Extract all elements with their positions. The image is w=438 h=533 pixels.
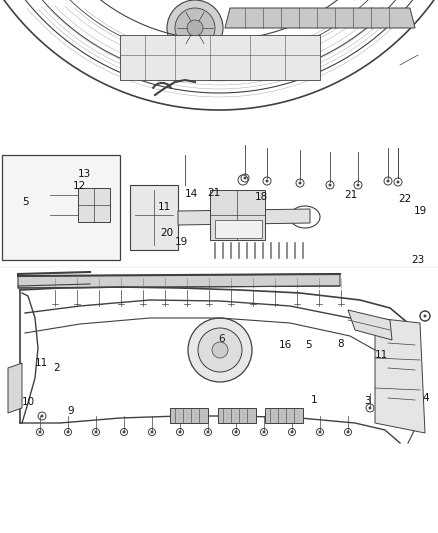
- Circle shape: [39, 431, 41, 433]
- Text: 1: 1: [311, 395, 318, 405]
- Text: 12: 12: [73, 181, 86, 191]
- Text: 14: 14: [185, 189, 198, 199]
- Polygon shape: [210, 190, 265, 240]
- Polygon shape: [215, 220, 262, 238]
- Circle shape: [187, 20, 203, 36]
- Polygon shape: [130, 185, 178, 250]
- Circle shape: [347, 431, 349, 433]
- Circle shape: [32, 187, 68, 223]
- Polygon shape: [8, 363, 22, 413]
- Circle shape: [123, 431, 125, 433]
- Circle shape: [67, 431, 69, 433]
- Circle shape: [244, 177, 246, 179]
- Circle shape: [319, 431, 321, 433]
- Text: 21: 21: [344, 190, 357, 200]
- Text: 11: 11: [35, 358, 48, 368]
- Text: 11: 11: [374, 351, 388, 360]
- Circle shape: [299, 182, 301, 184]
- Polygon shape: [375, 318, 425, 433]
- Text: 23: 23: [412, 255, 425, 265]
- Polygon shape: [225, 8, 415, 28]
- Circle shape: [19, 191, 21, 193]
- Text: 21: 21: [207, 188, 220, 198]
- Text: 20: 20: [160, 228, 173, 238]
- Circle shape: [41, 415, 43, 417]
- Circle shape: [198, 328, 242, 372]
- Circle shape: [387, 180, 389, 182]
- Circle shape: [97, 171, 99, 173]
- Text: 18: 18: [255, 191, 268, 201]
- Circle shape: [212, 342, 228, 358]
- Text: 2: 2: [53, 363, 60, 373]
- Text: 5: 5: [22, 197, 29, 207]
- Text: 10: 10: [22, 397, 35, 407]
- Text: 11: 11: [158, 203, 171, 212]
- Circle shape: [179, 431, 181, 433]
- Text: 22: 22: [399, 193, 412, 204]
- Text: 8: 8: [337, 338, 344, 349]
- Circle shape: [404, 397, 406, 399]
- Circle shape: [207, 431, 209, 433]
- Polygon shape: [178, 209, 310, 225]
- Polygon shape: [78, 188, 110, 222]
- Circle shape: [175, 8, 215, 48]
- Circle shape: [95, 431, 97, 433]
- Circle shape: [188, 318, 252, 382]
- Text: 19: 19: [175, 238, 188, 247]
- Polygon shape: [2, 155, 120, 260]
- Polygon shape: [170, 408, 208, 423]
- Circle shape: [151, 431, 153, 433]
- Text: 9: 9: [67, 406, 74, 416]
- Circle shape: [291, 431, 293, 433]
- Text: 19: 19: [414, 206, 427, 216]
- Circle shape: [389, 415, 391, 417]
- Circle shape: [167, 0, 223, 56]
- Circle shape: [44, 199, 56, 211]
- Circle shape: [397, 181, 399, 183]
- Polygon shape: [265, 408, 303, 423]
- Circle shape: [266, 180, 268, 182]
- Text: 6: 6: [218, 334, 225, 344]
- Polygon shape: [120, 35, 320, 80]
- Text: 3: 3: [364, 395, 371, 406]
- Polygon shape: [348, 310, 392, 340]
- Polygon shape: [218, 408, 256, 423]
- Circle shape: [263, 431, 265, 433]
- Polygon shape: [18, 274, 340, 288]
- Text: 16: 16: [279, 340, 292, 350]
- Text: 13: 13: [78, 169, 91, 179]
- Text: 4: 4: [422, 393, 429, 403]
- Circle shape: [369, 407, 371, 409]
- Circle shape: [22, 177, 78, 233]
- Circle shape: [357, 184, 359, 186]
- Circle shape: [424, 315, 426, 317]
- Text: 5: 5: [305, 341, 312, 350]
- Circle shape: [235, 431, 237, 433]
- Circle shape: [329, 184, 331, 186]
